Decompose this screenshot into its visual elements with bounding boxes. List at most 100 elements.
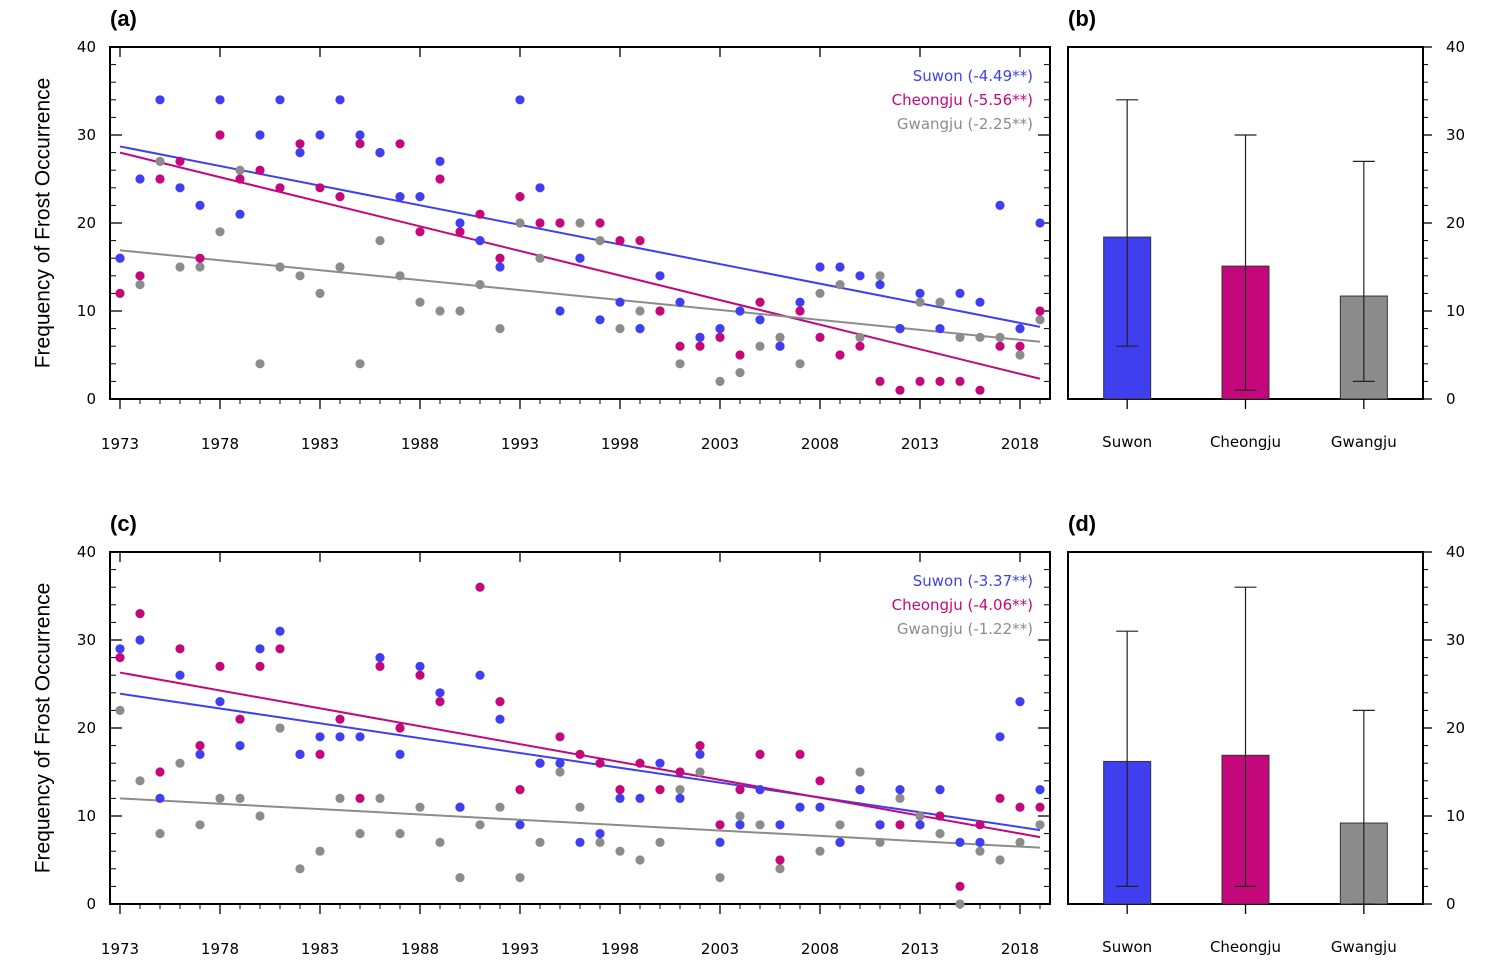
data-point-cheongju xyxy=(835,350,845,360)
data-point-gwangju xyxy=(735,811,745,821)
data-point-cheongju xyxy=(935,811,945,821)
data-point-suwon xyxy=(555,306,565,316)
data-point-suwon xyxy=(235,741,245,751)
data-point-cheongju xyxy=(215,661,225,672)
data-point-gwangju xyxy=(155,829,165,839)
category-label-cheongju: Cheongju xyxy=(1210,433,1281,451)
x-tick-label: 2003 xyxy=(701,940,739,958)
y-tick-label: 30 xyxy=(1446,631,1465,649)
data-point-gwangju xyxy=(835,280,845,290)
data-point-cheongju xyxy=(595,218,605,228)
data-point-cheongju xyxy=(375,661,385,672)
data-point-suwon xyxy=(655,271,665,281)
data-point-gwangju xyxy=(735,368,745,378)
data-point-cheongju xyxy=(315,183,325,193)
data-point-gwangju xyxy=(595,236,605,246)
data-point-suwon xyxy=(815,262,825,272)
data-point-gwangju xyxy=(715,873,725,883)
legend-entry-gwangju: Gwangju (-1.22**) xyxy=(897,620,1033,638)
data-point-cheongju xyxy=(555,218,565,228)
x-tick-label: 2013 xyxy=(901,940,939,958)
data-point-cheongju xyxy=(155,174,165,184)
data-point-gwangju xyxy=(855,767,865,777)
data-point-suwon xyxy=(975,837,985,848)
data-point-suwon xyxy=(375,148,385,158)
data-point-cheongju xyxy=(855,341,865,351)
y-tick-label: 10 xyxy=(77,302,96,320)
data-point-cheongju xyxy=(335,714,345,724)
y-tick-label: 30 xyxy=(77,126,96,144)
data-point-gwangju xyxy=(315,288,325,298)
data-point-cheongju xyxy=(675,341,685,351)
data-point-cheongju xyxy=(535,218,545,228)
data-point-suwon xyxy=(415,192,425,202)
bar-panel-b: (b) 0 10 20 30 40 Suwon Cheongju Gwangju xyxy=(1067,6,1465,451)
data-point-gwangju xyxy=(115,705,125,716)
y-tick-label: 10 xyxy=(77,807,96,825)
data-point-suwon xyxy=(355,732,365,742)
data-point-cheongju xyxy=(635,758,645,768)
x-tick-label: 1983 xyxy=(301,940,339,958)
data-point-cheongju xyxy=(195,253,205,263)
x-tick-label: 1973 xyxy=(101,435,139,453)
data-point-suwon xyxy=(435,688,445,698)
data-point-suwon xyxy=(515,95,525,105)
data-point-cheongju xyxy=(495,253,505,263)
data-point-gwangju xyxy=(335,262,345,272)
data-point-gwangju xyxy=(1015,350,1025,360)
data-point-suwon xyxy=(875,280,885,290)
data-point-gwangju xyxy=(175,758,185,768)
data-point-cheongju xyxy=(495,697,505,707)
data-point-gwangju xyxy=(255,359,265,369)
data-point-gwangju xyxy=(795,359,805,369)
data-point-cheongju xyxy=(275,644,285,654)
data-point-gwangju xyxy=(415,297,425,307)
y-axis-label: Frequency of Frost Occurrence xyxy=(31,583,54,874)
data-point-suwon xyxy=(555,758,565,768)
data-point-gwangju xyxy=(235,165,245,175)
data-point-gwangju xyxy=(375,236,385,246)
data-point-suwon xyxy=(495,714,505,724)
data-point-suwon xyxy=(475,670,485,680)
data-point-cheongju xyxy=(1015,802,1025,812)
data-point-suwon xyxy=(935,785,945,795)
data-point-cheongju xyxy=(295,139,305,149)
x-tick-label: 2013 xyxy=(901,435,939,453)
data-point-suwon xyxy=(235,209,245,219)
data-point-gwangju xyxy=(495,802,505,812)
data-point-cheongju xyxy=(255,661,265,672)
data-point-suwon xyxy=(795,802,805,812)
data-point-cheongju xyxy=(135,271,145,281)
data-point-gwangju xyxy=(815,288,825,298)
data-point-cheongju xyxy=(215,130,225,140)
data-point-cheongju xyxy=(255,165,265,175)
data-point-gwangju xyxy=(975,846,985,856)
bar-panel-d: (d) 0 10 20 30 40 Suwon Cheongju Gwangju xyxy=(1067,511,1465,956)
data-point-cheongju xyxy=(635,236,645,246)
y-tick-label: 40 xyxy=(1446,543,1465,561)
x-tick-label: 1978 xyxy=(201,435,239,453)
data-point-suwon xyxy=(155,95,165,105)
data-point-cheongju xyxy=(555,732,565,742)
data-point-cheongju xyxy=(1015,341,1025,351)
data-point-gwangju xyxy=(315,846,325,856)
data-point-suwon xyxy=(615,297,625,307)
data-point-suwon xyxy=(975,297,985,307)
data-point-gwangju xyxy=(435,306,445,316)
data-point-gwangju xyxy=(375,793,385,804)
data-point-gwangju xyxy=(535,837,545,848)
data-point-gwangju xyxy=(615,846,625,856)
x-tick-label: 1983 xyxy=(301,435,339,453)
data-point-gwangju xyxy=(755,341,765,351)
data-point-suwon xyxy=(795,297,805,307)
data-point-gwangju xyxy=(275,262,285,272)
data-point-suwon xyxy=(215,95,225,105)
data-point-gwangju xyxy=(335,793,345,804)
data-point-gwangju xyxy=(935,297,945,307)
data-point-suwon xyxy=(595,829,605,839)
data-point-cheongju xyxy=(615,785,625,795)
data-point-suwon xyxy=(295,148,305,158)
data-point-cheongju xyxy=(575,749,585,760)
x-tick-label: 2003 xyxy=(701,435,739,453)
data-point-suwon xyxy=(315,732,325,742)
